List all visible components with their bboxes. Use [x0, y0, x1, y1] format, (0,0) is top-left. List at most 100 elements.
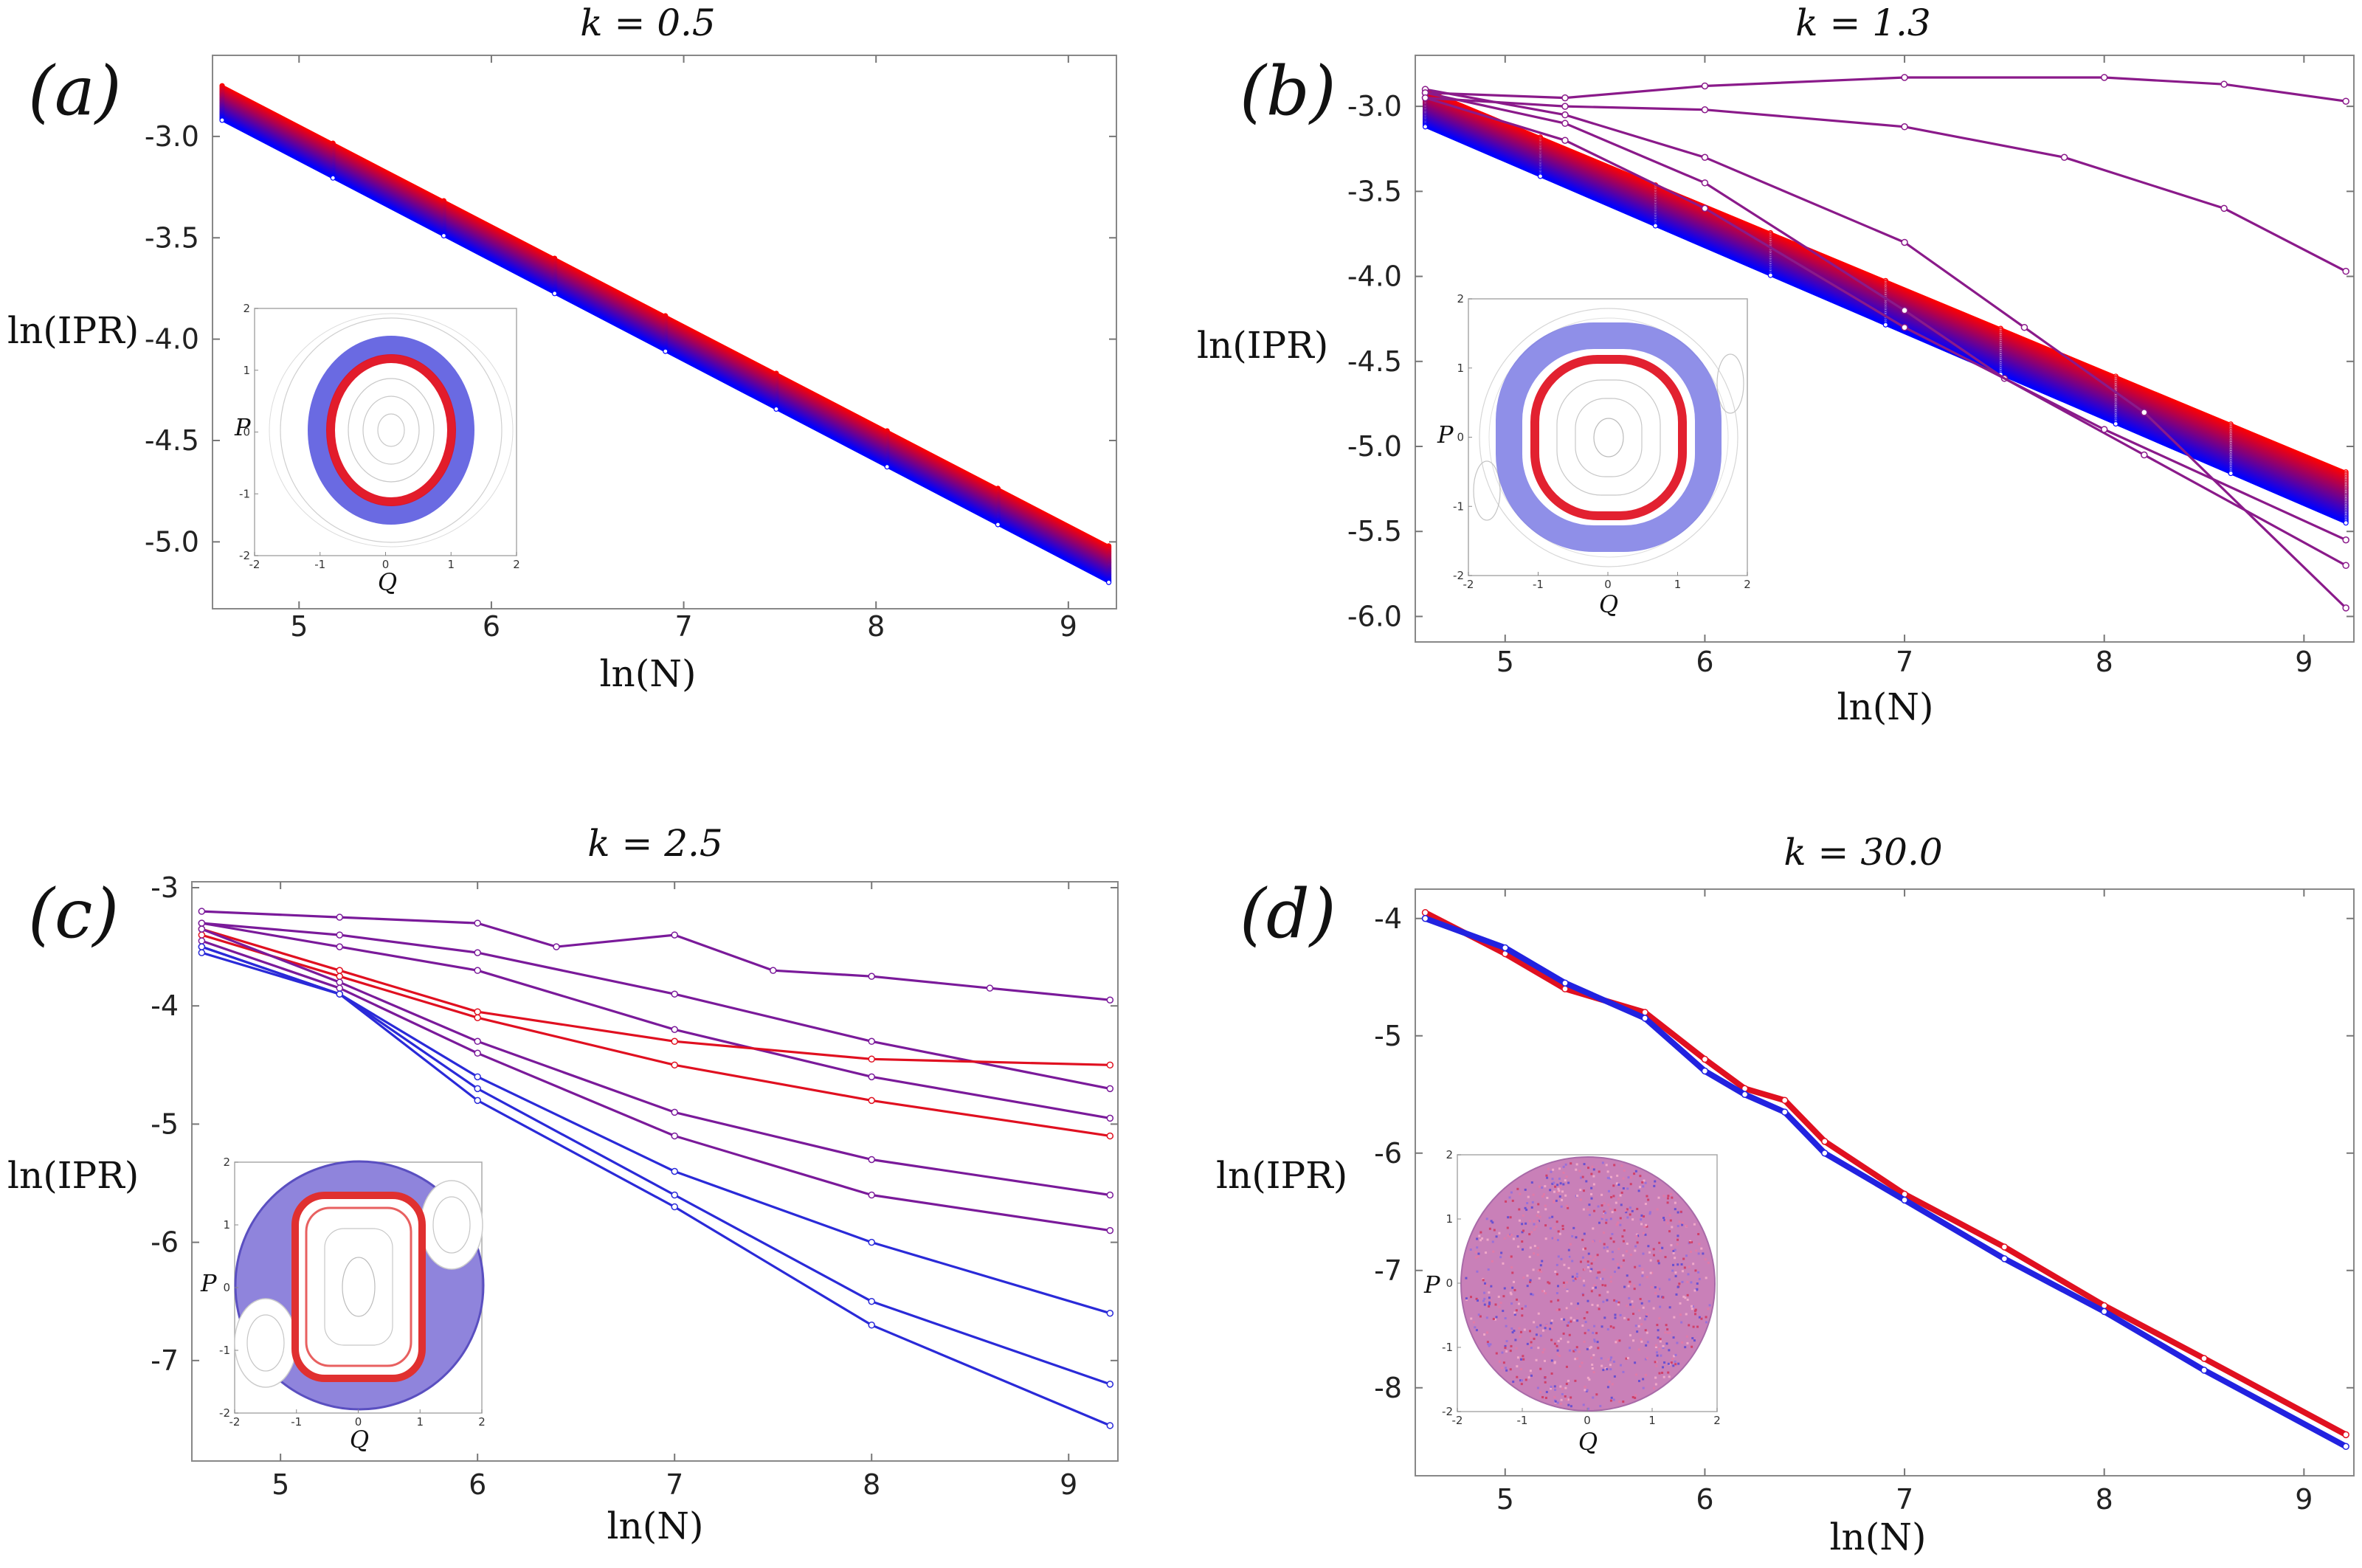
- inset-d-speck: [1483, 1297, 1486, 1300]
- inset-d-speck: [1575, 1236, 1578, 1239]
- inset-d-speck: [1524, 1305, 1527, 1308]
- inset-d-speck: [1688, 1265, 1691, 1268]
- inset-d-speck: [1593, 1209, 1596, 1212]
- inset-d-speck: [1476, 1270, 1479, 1273]
- panel-b-xlabel: ln(N): [1837, 685, 1934, 728]
- inset-b-orbit: [1488, 317, 1729, 558]
- panel-c-xlabel: ln(N): [607, 1505, 704, 1547]
- series-point: [1422, 124, 1429, 130]
- inset-d-speck: [1530, 1344, 1533, 1347]
- inset-d-speck: [1570, 1396, 1572, 1399]
- series-point: [2113, 421, 2118, 427]
- inset-d-speck: [1564, 1163, 1567, 1166]
- series-point: [1781, 1108, 1789, 1116]
- inset-d-speck: [1526, 1202, 1529, 1205]
- inset-d-speck: [1618, 1339, 1621, 1342]
- series-point: [1821, 1150, 1829, 1157]
- inset-d-speck: [1584, 1389, 1586, 1392]
- inset-d-speck: [1663, 1361, 1666, 1364]
- inset-c-red-orbit: [305, 1206, 412, 1367]
- series-point: [2000, 1255, 2009, 1263]
- inset-d-speck: [1600, 1325, 1603, 1328]
- inset-d-speck: [1641, 1274, 1644, 1277]
- inset-d-speck: [1689, 1251, 1692, 1254]
- panel-c-inset: -2 -1 0 1 2 2 1 0 -1 -2 P Q: [200, 1156, 486, 1454]
- inset-d-speck: [1582, 1403, 1585, 1406]
- inset-d-speck: [1656, 1208, 1659, 1211]
- inset-d-speck: [1558, 1232, 1561, 1235]
- inset-d-speck: [1586, 1299, 1589, 1302]
- inset-d-speck: [1583, 1163, 1586, 1166]
- x-tick-label: 9: [2295, 1483, 2313, 1516]
- inset-d-speck: [1626, 1243, 1629, 1246]
- inset-d-speck: [1707, 1308, 1710, 1310]
- inset-d-speck: [1599, 1405, 1602, 1408]
- inset-d-speck: [1631, 1300, 1634, 1303]
- y-tick-label: -6.0: [1347, 600, 1402, 632]
- inset-d-speck: [1656, 1351, 1659, 1354]
- inset-d-speck: [1686, 1298, 1689, 1301]
- inset-d-speck: [1574, 1277, 1577, 1280]
- inset-d-speck: [1612, 1398, 1615, 1401]
- inset-d-speck: [1623, 1169, 1626, 1172]
- inset-d-speck: [1602, 1369, 1605, 1372]
- inset-d-speck: [1679, 1313, 1682, 1316]
- inset-d-speck: [1553, 1201, 1555, 1203]
- inset-d-speck: [1606, 1291, 1609, 1294]
- inset-d-speck: [1598, 1271, 1601, 1274]
- inset-d-speck: [1591, 1364, 1594, 1367]
- inset-d-speck: [1512, 1237, 1515, 1240]
- inset-d-speck: [1592, 1183, 1595, 1186]
- inset-b-side-island: [1473, 460, 1501, 521]
- inset-d-speck: [1490, 1285, 1493, 1288]
- inset-d-speck: [1530, 1374, 1533, 1377]
- inset-d-speck: [1668, 1349, 1671, 1352]
- inset-d-speck: [1528, 1330, 1531, 1333]
- panel-c-frame: [191, 881, 1119, 1462]
- inset-d-speck: [1623, 1229, 1626, 1232]
- inset-d-speck: [1558, 1167, 1561, 1170]
- inset-d-speck: [1583, 1284, 1586, 1287]
- y-tick-label: -7: [151, 1344, 179, 1377]
- inset-d-speck: [1513, 1313, 1516, 1316]
- inset-d-speck: [1483, 1333, 1486, 1336]
- panel-a-inset-xlabel: Q: [378, 568, 397, 596]
- inset-d-speck: [1557, 1339, 1560, 1342]
- inset-d-speck: [1567, 1267, 1570, 1270]
- inset-d-speck: [1601, 1277, 1604, 1280]
- inset-d-speck: [1501, 1351, 1504, 1354]
- inset-d-speck: [1519, 1379, 1522, 1382]
- inset-d-speck: [1698, 1277, 1701, 1280]
- inset-d-speck: [1595, 1393, 1598, 1396]
- series-point: [2228, 470, 2234, 477]
- inset-d-speck: [1671, 1226, 1674, 1229]
- inset-d-speck: [1502, 1295, 1505, 1298]
- inset-d-noise: [1465, 1161, 1711, 1410]
- series-point: [1106, 996, 1114, 1004]
- inset-d-speck: [1631, 1218, 1634, 1221]
- inset-d-speck: [1628, 1296, 1631, 1299]
- inset-d-speck: [1691, 1345, 1693, 1348]
- series-point: [1561, 137, 1569, 144]
- inset-x-tick-label: -2: [249, 558, 260, 571]
- series-point: [1106, 1114, 1114, 1122]
- series-point: [663, 348, 669, 354]
- inset-d-speck: [1482, 1299, 1485, 1302]
- inset-d-speck: [1609, 1175, 1612, 1178]
- inset-d-speck: [1619, 1364, 1622, 1367]
- inset-d-speck: [1517, 1302, 1520, 1305]
- inset-d-speck: [1476, 1246, 1479, 1249]
- inset-d-speck: [1479, 1231, 1482, 1234]
- inset-d-speck: [1645, 1315, 1648, 1318]
- inset-d-speck: [1593, 1284, 1596, 1287]
- x-tick-label: 7: [1896, 646, 1913, 678]
- inset-d-speck: [1672, 1251, 1675, 1254]
- inset-d-speck: [1609, 1237, 1612, 1240]
- inset-d-speck: [1653, 1184, 1656, 1187]
- inset-d-speck: [1538, 1185, 1541, 1188]
- inset-d-speck: [1619, 1223, 1622, 1226]
- inset-d-speck: [1654, 1383, 1657, 1386]
- inset-d-speck: [1504, 1344, 1507, 1347]
- y-tick-label: -4.0: [1347, 260, 1402, 293]
- inset-d-speck: [1564, 1179, 1567, 1182]
